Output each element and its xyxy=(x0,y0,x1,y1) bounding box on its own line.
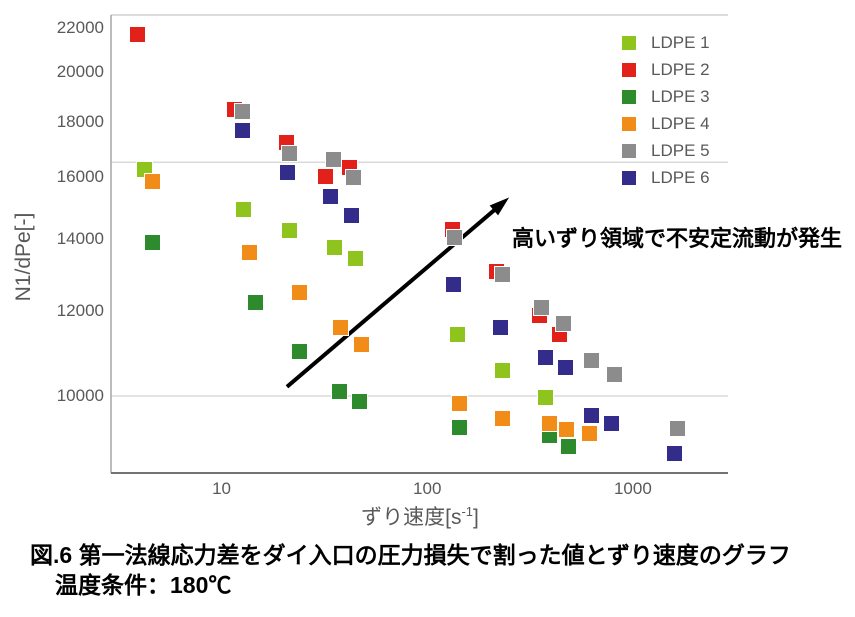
data-point-ldpe-6 xyxy=(603,415,621,433)
data-point-ldpe-6 xyxy=(491,319,509,337)
trend-arrow-shaft xyxy=(285,207,497,389)
data-point-ldpe-6 xyxy=(279,164,297,182)
legend-item-ldpe-6: LDPE 6 xyxy=(622,164,710,191)
y-tick-label-20000: 20000 xyxy=(56,62,104,82)
data-point-ldpe-5 xyxy=(324,151,342,169)
data-point-ldpe-5 xyxy=(555,314,573,332)
data-point-ldpe-4 xyxy=(451,394,469,412)
legend-item-ldpe-1: LDPE 1 xyxy=(622,29,710,56)
data-point-ldpe-3 xyxy=(351,392,369,410)
data-point-ldpe-4 xyxy=(332,319,350,337)
x-axis-title-close: ] xyxy=(473,506,479,529)
y-tick-label-10000: 10000 xyxy=(56,386,104,406)
legend-swatch-ldpe-2 xyxy=(622,62,636,77)
data-point-ldpe-2 xyxy=(316,167,334,185)
data-point-ldpe-6 xyxy=(444,275,462,293)
legend-label-ldpe-5: LDPE 5 xyxy=(651,140,710,160)
x-axis-title-superscript: -1 xyxy=(461,504,474,519)
data-point-ldpe-6 xyxy=(343,207,361,225)
legend-label-ldpe-2: LDPE 2 xyxy=(651,59,710,79)
y-tick-label-16000: 16000 xyxy=(56,166,104,186)
x-tick-label-100: 100 xyxy=(413,479,442,498)
plot-area xyxy=(110,14,728,474)
data-point-ldpe-5 xyxy=(533,299,551,317)
data-point-ldpe-4 xyxy=(240,244,258,262)
data-point-ldpe-6 xyxy=(557,358,575,376)
legend-label-ldpe-1: LDPE 1 xyxy=(651,32,710,52)
data-point-ldpe-5 xyxy=(583,351,601,369)
data-point-ldpe-5 xyxy=(606,365,624,383)
y-tick-label-18000: 18000 xyxy=(56,111,104,131)
legend-item-ldpe-4: LDPE 4 xyxy=(622,110,710,137)
y-tick-label-14000: 14000 xyxy=(56,228,104,248)
data-point-ldpe-6 xyxy=(583,406,601,424)
data-point-ldpe-5 xyxy=(446,229,464,247)
data-point-ldpe-1 xyxy=(281,221,299,239)
data-point-ldpe-1 xyxy=(326,238,344,256)
data-point-ldpe-6 xyxy=(233,122,251,140)
data-point-ldpe-1 xyxy=(494,361,512,379)
data-point-ldpe-4 xyxy=(541,415,559,433)
data-point-ldpe-5 xyxy=(345,169,363,187)
legend-item-ldpe-3: LDPE 3 xyxy=(622,83,710,110)
data-point-ldpe-4 xyxy=(581,425,599,443)
data-point-ldpe-1 xyxy=(235,201,253,219)
data-point-ldpe-1 xyxy=(448,325,466,343)
legend-swatch-ldpe-1 xyxy=(622,35,636,50)
x-tick-label-1000: 1000 xyxy=(613,479,652,498)
data-point-ldpe-2 xyxy=(128,25,146,43)
figure-caption: 図.6 第一法線応力差をダイ入口の圧力損失で割った値とずり速度のグラフ 温度条件… xyxy=(30,540,791,600)
legend-label-ldpe-4: LDPE 4 xyxy=(651,113,710,133)
legend-swatch-ldpe-3 xyxy=(622,89,636,104)
x-tick-label-10: 10 xyxy=(212,479,232,498)
y-tick-label-12000: 12000 xyxy=(56,300,104,320)
data-point-ldpe-1 xyxy=(347,249,365,267)
data-point-ldpe-4 xyxy=(557,421,575,439)
annotation-text: 高いずり領域で不安定流動が発生 xyxy=(512,226,843,251)
data-point-ldpe-3 xyxy=(451,419,469,437)
legend-item-ldpe-5: LDPE 5 xyxy=(622,137,710,164)
data-point-ldpe-4 xyxy=(353,336,371,354)
data-point-ldpe-5 xyxy=(234,102,252,120)
data-point-ldpe-3 xyxy=(246,294,264,312)
legend: LDPE 1 LDPE 2 LDPE 3 LDPE 4 LDPE 5 LDPE 6 xyxy=(622,29,710,191)
data-point-ldpe-3 xyxy=(559,438,577,456)
data-point-ldpe-5 xyxy=(493,266,511,284)
data-point-ldpe-6 xyxy=(537,349,555,367)
caption-line-2: 温度条件：180℃ xyxy=(55,572,232,598)
trend-arrow-head xyxy=(489,197,510,216)
x-axis-title: ずり速度[s-1] xyxy=(320,501,520,531)
data-point-ldpe-5 xyxy=(669,420,687,438)
caption-line-1: 図.6 第一法線応力差をダイ入口の圧力損失で割った値とずり速度のグラフ xyxy=(30,542,791,568)
legend-label-ldpe-6: LDPE 6 xyxy=(651,167,710,187)
legend-swatch-ldpe-6 xyxy=(622,170,636,185)
y-tick-label-22000: 22000 xyxy=(56,17,104,37)
y-axis-title: N1/dPe[-] xyxy=(12,212,35,302)
data-point-ldpe-3 xyxy=(331,383,349,401)
legend-item-ldpe-2: LDPE 2 xyxy=(622,56,710,83)
data-point-ldpe-3 xyxy=(291,342,309,360)
data-point-ldpe-4 xyxy=(493,409,511,427)
data-point-ldpe-4 xyxy=(291,284,309,302)
x-axis-title-base: ずり速度[s xyxy=(361,506,462,529)
data-point-ldpe-5 xyxy=(280,144,298,162)
data-point-ldpe-3 xyxy=(143,234,161,252)
legend-swatch-ldpe-4 xyxy=(622,116,636,131)
legend-label-ldpe-3: LDPE 3 xyxy=(651,86,710,106)
data-point-ldpe-4 xyxy=(143,173,161,191)
data-point-ldpe-1 xyxy=(536,389,554,407)
data-point-ldpe-6 xyxy=(322,188,340,206)
legend-swatch-ldpe-5 xyxy=(622,143,636,158)
data-point-ldpe-6 xyxy=(666,444,684,462)
